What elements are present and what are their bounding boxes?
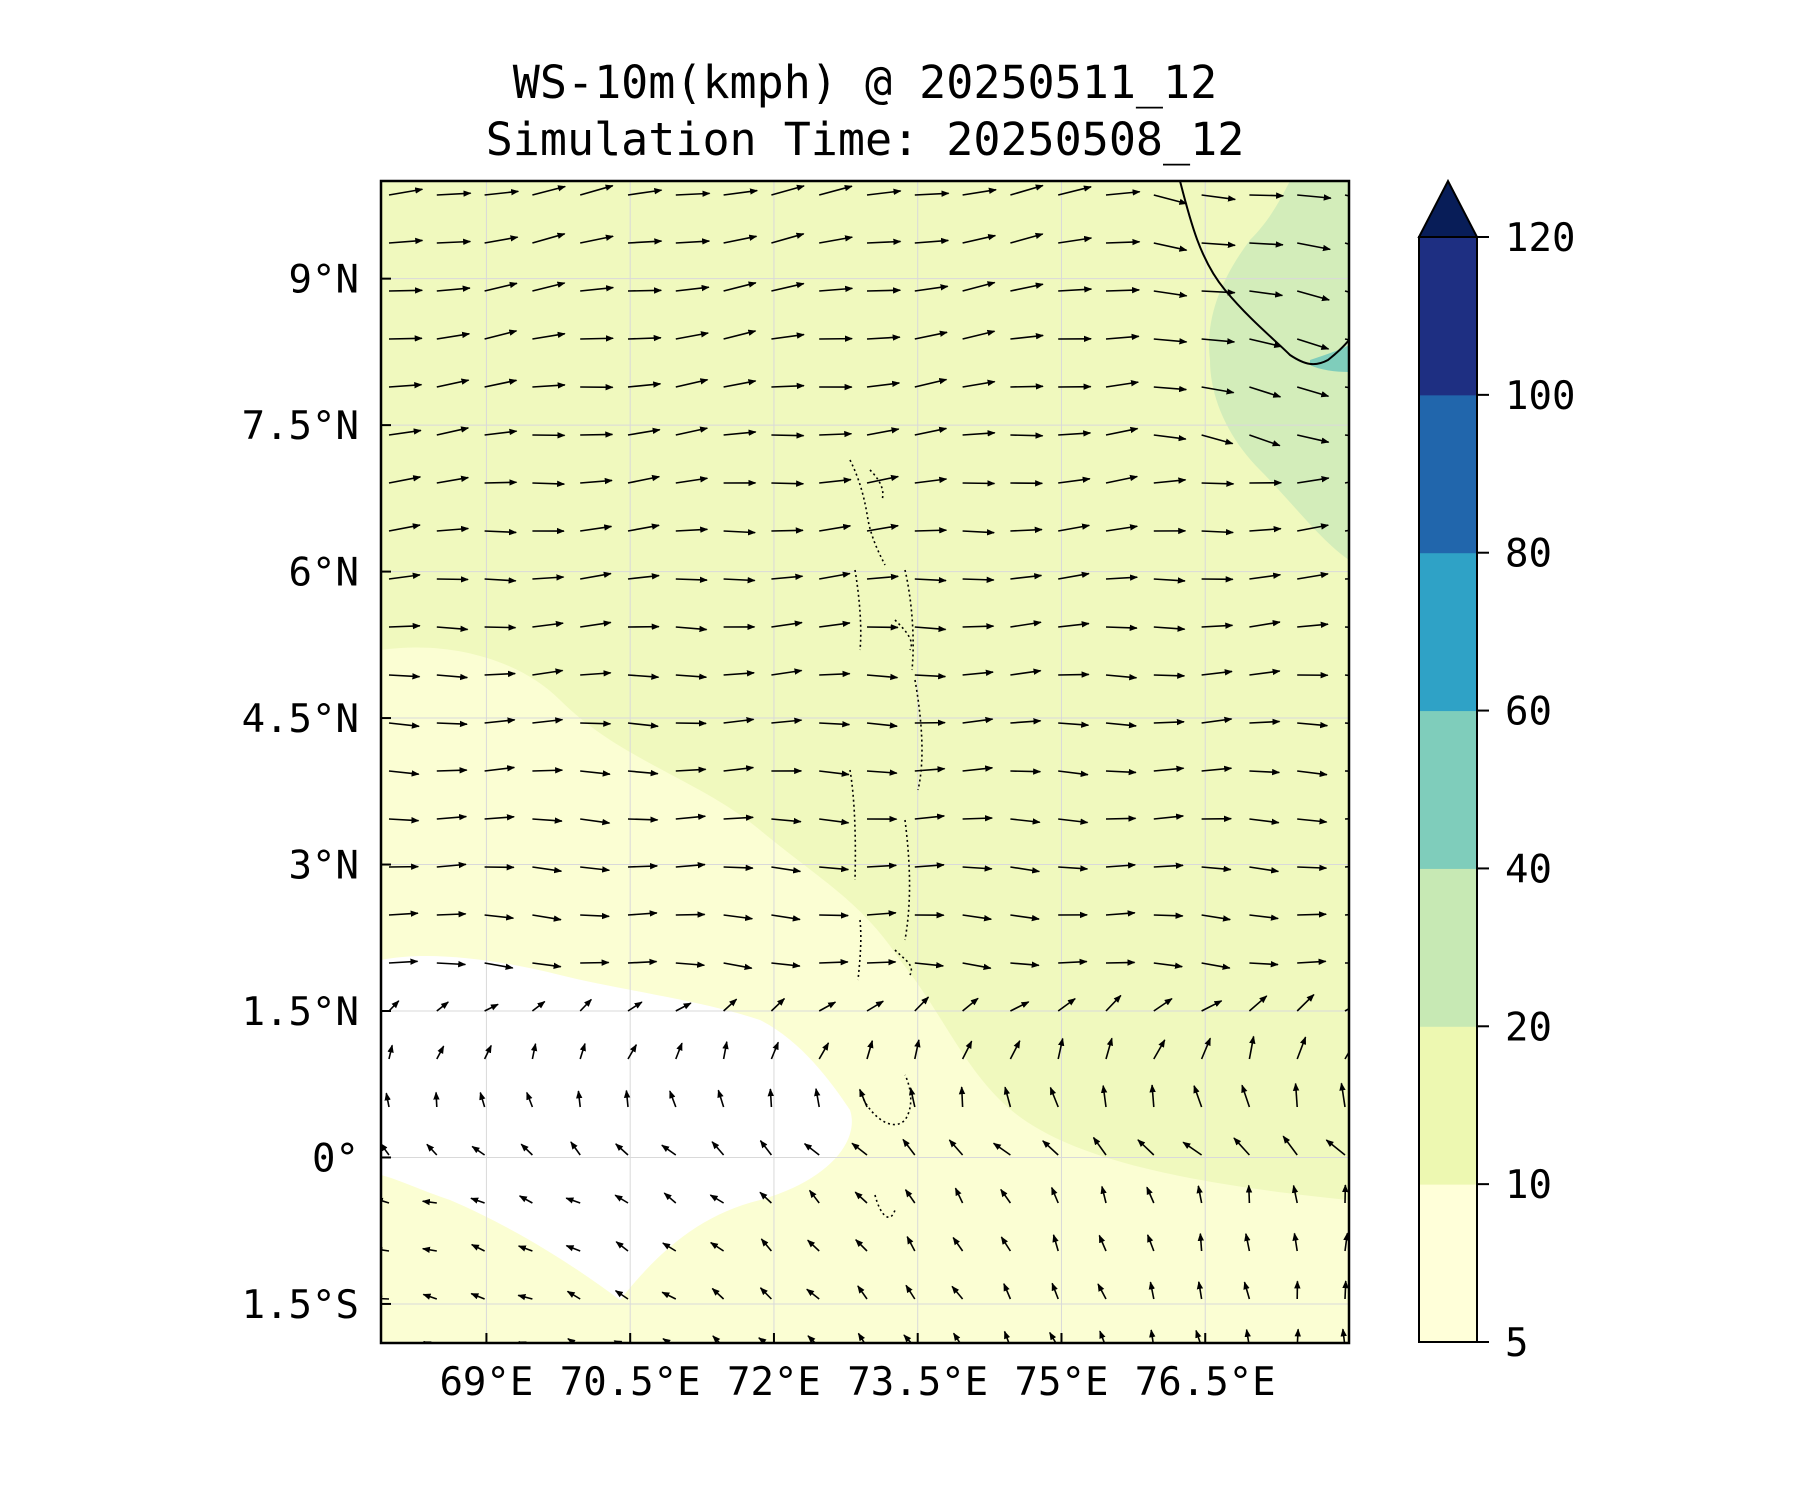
- wind-arrow: [532, 483, 564, 484]
- colorbar-extend-arrow: [1419, 181, 1477, 237]
- wind-arrow: [485, 627, 516, 628]
- lat-tick-label: 4.5°N: [242, 697, 359, 742]
- wind-arrow: [819, 915, 848, 916]
- wind-arrow: [1058, 674, 1089, 675]
- wind-arrow: [532, 770, 562, 771]
- lon-tick-label: 70.5°E: [560, 1360, 701, 1405]
- colorbar-segment: [1419, 395, 1477, 553]
- colorbar-segment: [1419, 868, 1477, 1026]
- wind-arrow: [1154, 915, 1183, 916]
- lat-tick-label: 9°N: [289, 258, 359, 303]
- wind-arrow: [1010, 435, 1042, 436]
- lat-tick-label: 6°N: [289, 551, 359, 596]
- wind-arrow: [1297, 867, 1326, 868]
- colorbar-label: 100: [1505, 374, 1575, 419]
- wind-arrow: [770, 1089, 771, 1107]
- lat-tick-label: 7.5°N: [242, 404, 359, 449]
- wind-arrow: [724, 867, 753, 868]
- colorbar-segment: [1419, 553, 1477, 711]
- wind-arrow: [867, 290, 900, 291]
- wind-arrow: [963, 818, 993, 819]
- wind-arrow: [771, 530, 803, 531]
- wind-arrow: [1345, 1281, 1346, 1299]
- wind-arrow: [580, 434, 612, 435]
- colorbar-segment: [1419, 237, 1477, 395]
- wind-arrow: [819, 962, 848, 963]
- lon-tick-label: 72°E: [727, 1360, 821, 1405]
- wind-arrow: [771, 483, 803, 484]
- lat-tick-label: 1.5°N: [242, 990, 359, 1035]
- wind-arrow: [580, 723, 610, 724]
- wind-arrow: [915, 530, 947, 531]
- lon-tick-label: 73.5°E: [847, 1360, 988, 1405]
- wind-arrow: [1010, 771, 1040, 772]
- wind-arrow: [437, 914, 466, 915]
- lon-tick-label: 69°E: [439, 1360, 533, 1405]
- lat-tick-label: 1.5°S: [242, 1283, 359, 1328]
- wind-arrow: [963, 579, 994, 580]
- lon-tick-label: 75°E: [1015, 1360, 1109, 1405]
- wind-arrow: [580, 962, 609, 963]
- wind-arrow: [485, 482, 517, 483]
- wind-arrow: [1154, 675, 1185, 676]
- wind-arrow: [628, 290, 661, 291]
- wind-arrow: [963, 626, 994, 627]
- colorbar-label: 5: [1505, 1321, 1528, 1366]
- wind-arrow: [1106, 290, 1139, 291]
- wind-arrow: [389, 290, 422, 291]
- wind-arrow: [1249, 1185, 1250, 1203]
- colorbar-label: 10: [1505, 1163, 1552, 1208]
- wind-arrow: [1010, 386, 1043, 387]
- wind-arrow: [867, 962, 896, 963]
- lat-tick-label: 0°: [312, 1136, 359, 1181]
- wind-arrow: [437, 770, 467, 771]
- wind-arrow: [580, 338, 613, 339]
- colorbar-segment: [1419, 1026, 1477, 1184]
- lat-tick-label: 3°N: [289, 844, 359, 889]
- wind-arrow: [962, 1087, 963, 1107]
- wind-arrow: [771, 435, 803, 436]
- wind-arrow: [471, 1344, 485, 1347]
- wind-arrow: [375, 1345, 389, 1347]
- colorbar-label: 80: [1505, 532, 1552, 577]
- colorbar: 5 10 20 40 60 80 100 120: [1419, 181, 1575, 1366]
- map-title: WS-10m(kmph) @ 20250511_12: [513, 56, 1217, 109]
- wind-arrow: [1106, 627, 1137, 628]
- latitude-ticks: 9°N 7.5°N 6°N 4.5°N 3°N 1.5°N 0° 1.5°S: [242, 258, 391, 1328]
- wind-arrow: [436, 1092, 437, 1107]
- map-subtitle: Simulation Time: 20250508_12: [486, 113, 1245, 166]
- colorbar-segment: [1419, 711, 1477, 869]
- lon-tick-label: 76.5°E: [1135, 1360, 1276, 1405]
- wind-arrow: [676, 579, 707, 580]
- wind-arrow: [1202, 483, 1234, 484]
- colorbar-segment: [1419, 1184, 1477, 1342]
- wind-arrow: [676, 914, 705, 915]
- wind-arrow: [389, 338, 422, 339]
- colorbar-label: 40: [1505, 847, 1552, 892]
- wind-arrow: [1249, 195, 1283, 196]
- colorbar-label: 20: [1505, 1005, 1552, 1050]
- wind-arrow: [1106, 962, 1135, 963]
- wind-arrow: [628, 866, 657, 867]
- colorbar-label: 60: [1505, 690, 1552, 735]
- colorbar-label: 120: [1505, 216, 1575, 261]
- map-area: [375, 181, 1378, 1347]
- wind-arrow: [1297, 914, 1326, 915]
- wind-arrow: [628, 819, 658, 820]
- wind-arrow: [1106, 818, 1136, 819]
- wind-arrow: [1297, 1329, 1298, 1347]
